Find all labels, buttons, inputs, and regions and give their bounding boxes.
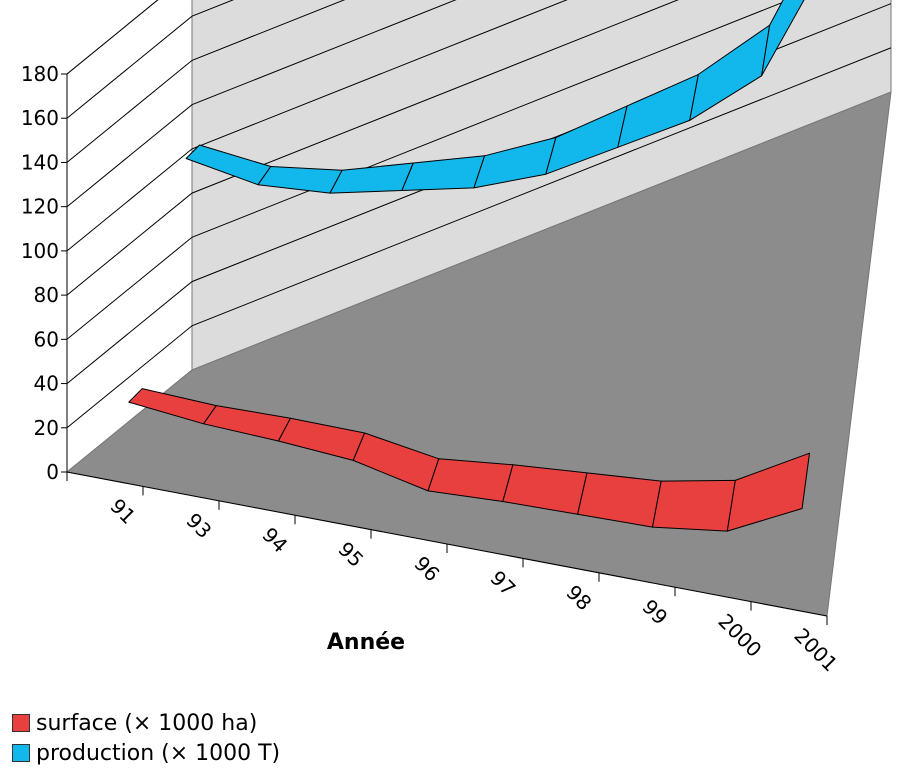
gridline [66, 47, 892, 429]
x-tick-label: 91 [105, 494, 140, 529]
series-segment [726, 452, 810, 532]
x-axis-title: Année [327, 630, 405, 655]
y-tick-label: 60 [34, 327, 59, 351]
gridline [66, 0, 457, 208]
series-segment [761, 0, 805, 77]
y-tick-label: 0 [46, 460, 59, 484]
chart-3d-line: 0 20 40 60 80 100 120 140 160 180 91 93 94 95 96 97 98 9… [21, 0, 892, 676]
legend-item-surface: surface (× 1000 ha) [12, 708, 280, 738]
y-axis-ticks: 0 20 40 60 80 100 120 140 160 180 [21, 62, 68, 484]
legend-label-surface: surface (× 1000 ha) [36, 710, 258, 736]
y-tick-label: 40 [34, 372, 59, 396]
x-tick-label: 98 [561, 580, 596, 615]
legend-swatch-production [12, 744, 30, 762]
legend-label-production: production (× 1000 T) [36, 740, 281, 766]
x-tick-label: 99 [637, 595, 672, 630]
y-tick-label: 140 [21, 150, 59, 174]
x-tick-label: 94 [257, 523, 292, 558]
gridline [66, 0, 568, 252]
gridline [66, 0, 346, 163]
y-tick-label: 100 [21, 239, 59, 263]
x-tick-label: 95 [333, 537, 368, 572]
y-tick-label: 80 [34, 283, 59, 307]
x-tick-label: 93 [181, 508, 216, 543]
gridline [66, 0, 159, 75]
y-tick-label: 120 [21, 195, 59, 219]
series-segment [652, 479, 736, 532]
x-tick-label: 2001 [789, 623, 842, 676]
y-tick-label: 180 [21, 62, 59, 86]
x-tick-label: 97 [485, 566, 520, 601]
x-tick-label: 96 [409, 551, 444, 586]
gridline [66, 0, 235, 119]
gridline [66, 0, 679, 296]
y-tick-label: 20 [34, 416, 59, 440]
y-tick-label: 160 [21, 106, 59, 130]
x-tick-label: 2000 [713, 609, 766, 662]
series-ribbons [128, 0, 810, 532]
legend-swatch-surface [12, 714, 30, 732]
series-0 [128, 388, 810, 532]
legend-item-production: production (× 1000 T) [12, 738, 280, 768]
series-1 [185, 0, 805, 194]
legend: surface (× 1000 ha) production (× 1000 T… [12, 708, 280, 768]
gridline [66, 0, 791, 340]
